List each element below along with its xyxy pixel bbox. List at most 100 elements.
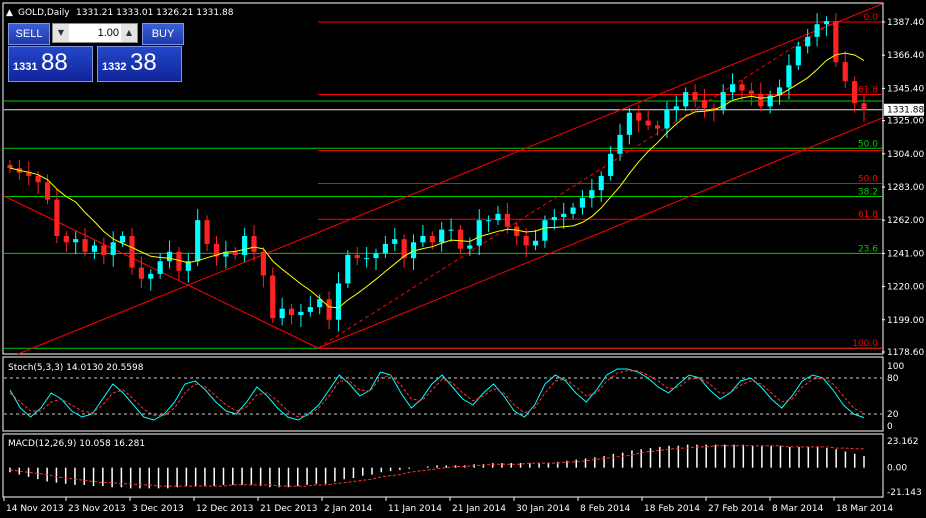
candle-body [232, 251, 238, 255]
candle-body [767, 95, 773, 107]
candle-body [457, 229, 464, 249]
candle-body [35, 175, 41, 183]
candle-body [523, 235, 529, 246]
candle-body [410, 242, 417, 259]
time-axis-label: 14 Nov 2013 [6, 504, 64, 514]
candle-body [561, 213, 567, 218]
channel-upper-line [17, 3, 883, 355]
candle-body [138, 267, 144, 279]
candle-body [148, 273, 154, 279]
stoch-title: Stoch(5,3,3) 14.0130 20.5598 [8, 363, 144, 373]
candle-body [195, 220, 201, 262]
candle-body [63, 235, 69, 243]
bid-price-box[interactable]: 1331 88 [8, 46, 93, 82]
candle-body [73, 239, 79, 243]
candle-body [673, 106, 679, 110]
price-axis-label: 1199.00 [887, 316, 924, 326]
macd-title: MACD(12,26,9) 10.058 16.281 [8, 439, 145, 449]
candle-body [495, 213, 501, 221]
candle-body [326, 299, 332, 320]
candle-body [514, 226, 520, 236]
fib-level-label: 38.2 [858, 187, 878, 197]
candle-body [776, 87, 783, 96]
candle-body [7, 164, 13, 169]
candle-body [44, 182, 51, 200]
candle-body [345, 254, 351, 284]
candle-body [626, 112, 632, 135]
price-axis-label: 1262.00 [887, 216, 924, 226]
moving-average-line [9, 52, 865, 309]
candle-body [110, 242, 116, 255]
price-axis-label: 1304.00 [887, 150, 924, 160]
candle-body [542, 220, 548, 241]
price-axis-label: 1241.00 [887, 249, 924, 259]
candle-body [598, 175, 604, 191]
candle-body [373, 253, 379, 259]
candle-body [654, 125, 661, 129]
fib-level-label: 23.6 [858, 244, 878, 254]
candle-body [748, 90, 754, 94]
ask-price-box[interactable]: 1332 38 [97, 46, 182, 82]
lot-size-stepper[interactable]: ▼ ▲ [52, 23, 138, 43]
time-axis-label: 18 Feb 2014 [644, 504, 700, 514]
candle-body [758, 93, 764, 107]
candle-body [532, 240, 539, 246]
fib-level-label: 50.0 [858, 175, 878, 185]
candle-body [467, 245, 473, 249]
macd-axis-label: 0.00 [887, 464, 907, 474]
candle-body [579, 198, 586, 208]
sell-button[interactable]: SELL [8, 23, 50, 45]
candle-body [814, 24, 820, 37]
candle-body [204, 220, 210, 244]
candle-body [335, 283, 342, 320]
candle-body [701, 100, 708, 108]
candle-body [185, 261, 191, 271]
candle-body [91, 245, 98, 252]
candle-body [805, 36, 811, 47]
candle-body [664, 109, 670, 129]
time-axis-label: 8 Feb 2014 [580, 504, 631, 514]
candle-body [448, 229, 454, 231]
candle-body [279, 308, 285, 319]
stoch-main-line [9, 368, 865, 421]
candle-body [288, 308, 295, 316]
candle-body [617, 134, 623, 154]
current-price-box [884, 103, 924, 116]
candle-body [392, 239, 398, 244]
price-axis-label: 1283.00 [887, 183, 924, 193]
candle-body [476, 220, 482, 246]
lot-decrease-icon[interactable]: ▼ [53, 24, 69, 42]
chart-title-arrow-icon: ▲ [6, 8, 13, 18]
candle-body [213, 243, 220, 257]
price-axis-label: 1387.40 [887, 18, 924, 28]
macd-signal-line [9, 445, 865, 487]
candle-body [823, 21, 830, 25]
price-axis-label: 1345.40 [887, 84, 924, 94]
fib-level-label: 100.0 [852, 339, 878, 349]
candle-body [683, 92, 689, 107]
time-axis-label: 23 Nov 2013 [68, 504, 126, 514]
macd-axis-label: -21.143 [887, 488, 922, 498]
stoch-axis-label: 80 [887, 374, 899, 384]
lot-size-input[interactable] [71, 25, 119, 40]
candle-body [54, 199, 60, 236]
candle-body [852, 81, 858, 104]
channel-lower-line [317, 117, 883, 349]
candle-body [608, 153, 614, 176]
candle-body [692, 92, 698, 101]
chart-title-ohlc: 1331.21 1333.01 1326.21 1331.88 [76, 8, 234, 18]
candle-body [270, 275, 276, 319]
candle-body [420, 235, 426, 243]
candle-body [786, 65, 792, 88]
candle-body [795, 46, 801, 66]
fib-level-label: 50.0 [858, 139, 878, 149]
lot-increase-icon[interactable]: ▲ [121, 24, 137, 42]
price-axis-label: 1366.40 [887, 51, 924, 61]
fib-level-label: 61.8 [858, 210, 878, 220]
candle-body [82, 239, 88, 252]
candle-body [298, 311, 304, 316]
buy-button[interactable]: BUY [142, 23, 184, 45]
candle-body [223, 251, 229, 257]
current-price-label: 1331.88 [887, 106, 924, 116]
